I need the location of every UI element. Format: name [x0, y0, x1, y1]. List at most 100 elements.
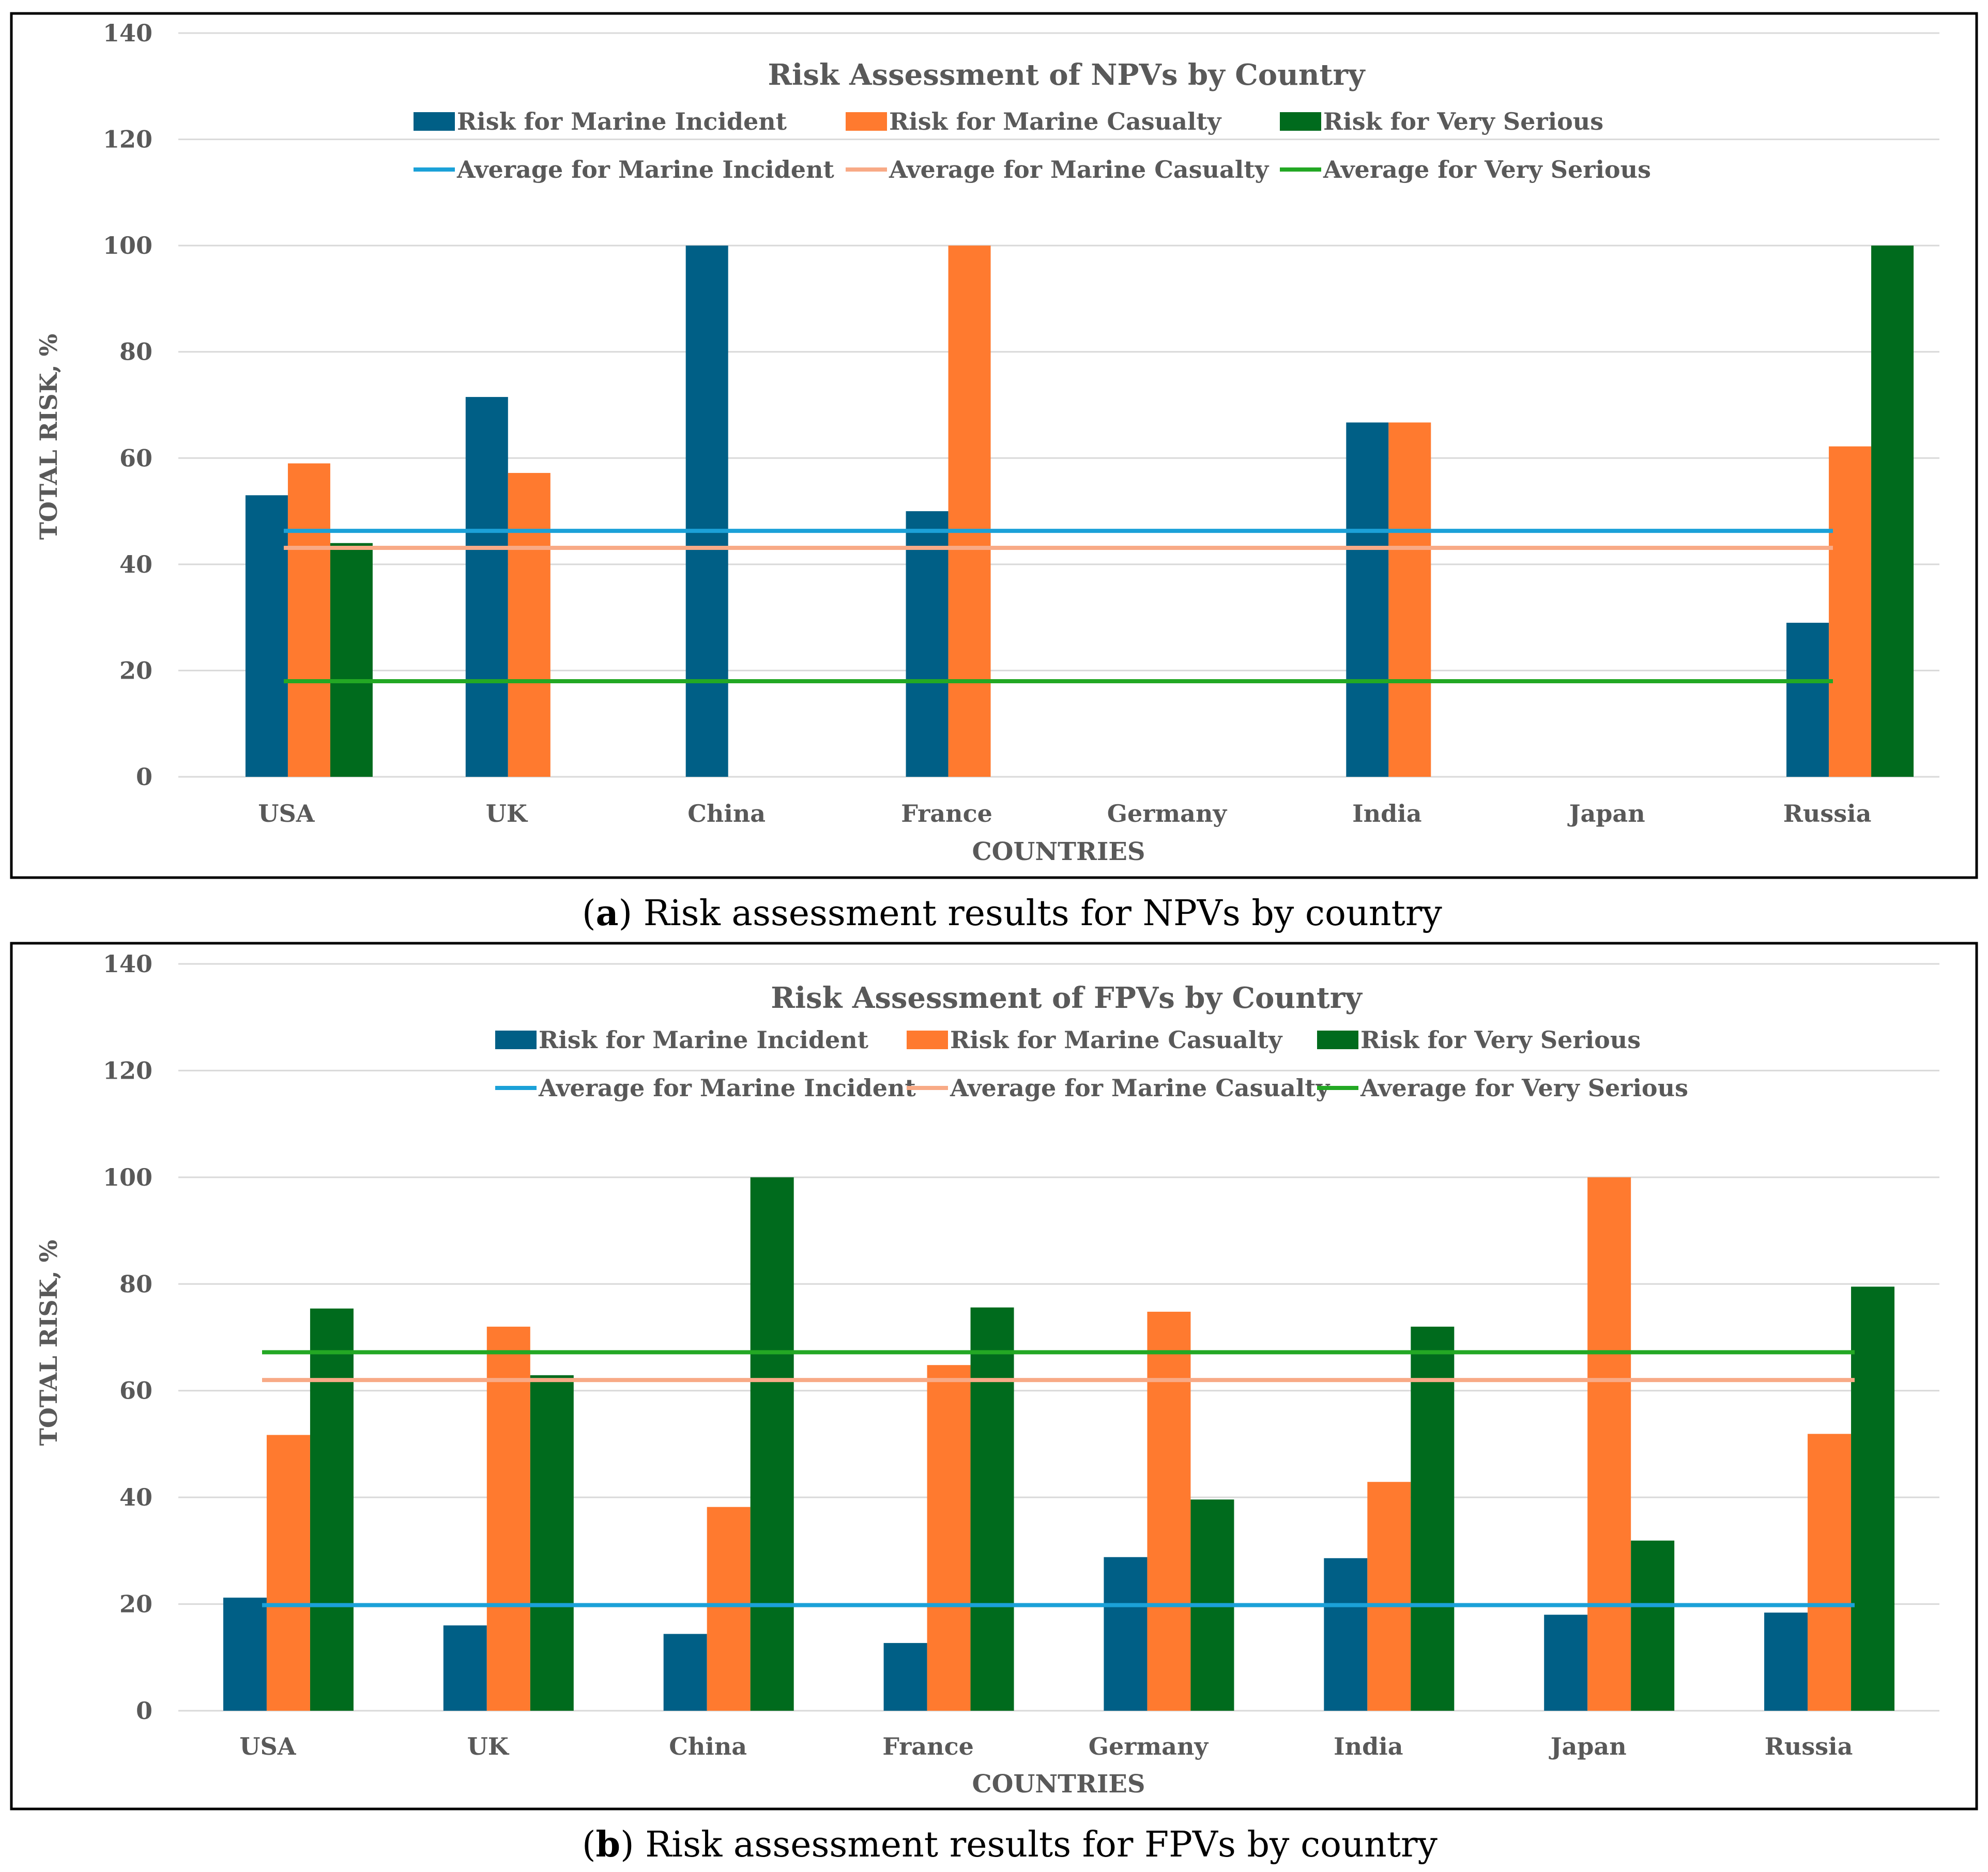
- legend-label: Risk for Marine Casualty: [889, 108, 1222, 135]
- bar-casualty: [1367, 1482, 1411, 1711]
- x-tick-label: China: [687, 800, 766, 827]
- bar-incident: [1104, 1557, 1148, 1711]
- bar-casualty: [1147, 1311, 1191, 1711]
- bar-very-serious: [750, 1177, 794, 1711]
- legend-label: Risk for Marine Incident: [539, 1026, 869, 1054]
- x-tick-label: India: [1334, 1732, 1403, 1760]
- legend-label: Risk for Marine Incident: [457, 108, 787, 135]
- x-tick-label: USA: [239, 1732, 296, 1760]
- x-axis-label: COUNTRIES: [972, 1770, 1145, 1799]
- bar-casualty: [266, 1435, 310, 1711]
- y-tick-label: 120: [103, 1056, 152, 1084]
- bar-incident: [1764, 1613, 1808, 1711]
- bar-very-serious: [310, 1308, 354, 1711]
- x-tick-label: France: [882, 1732, 974, 1760]
- figure-caption: (a) Risk assessment results for NPVs by …: [582, 893, 1442, 934]
- bar-casualty: [1829, 446, 1872, 777]
- x-tick-label: Russia: [1783, 800, 1872, 827]
- bar-very-serious: [1631, 1540, 1675, 1711]
- bar-incident: [663, 1634, 707, 1711]
- bar-incident: [1786, 622, 1829, 777]
- y-tick-label: 60: [119, 1377, 152, 1405]
- bar-casualty: [948, 245, 991, 777]
- bar-incident: [443, 1625, 487, 1711]
- chart-npv: 0 20 40 60 80 100 120 140 Risk Assessment of NPV…: [10, 12, 1978, 879]
- legend-label: Average for Very Serious: [1360, 1074, 1688, 1102]
- chart-fpv: 0 20 40 60 80 100 120 140 Risk Assessment of FPV…: [10, 942, 1978, 1810]
- x-axis-label: COUNTRIES: [972, 837, 1145, 866]
- y-tick-label: 80: [119, 1270, 152, 1298]
- legend-swatch: [414, 112, 455, 131]
- bar-casualty: [1808, 1434, 1852, 1711]
- legend-label: Average for Marine Incident: [538, 1074, 916, 1102]
- x-tick-label: UK: [467, 1732, 510, 1760]
- caption-paren: (: [582, 893, 596, 934]
- bar-incident: [1544, 1615, 1588, 1711]
- y-tick-label: 140: [103, 950, 152, 978]
- chart-title: Risk Assessment of NPVs by Country: [768, 58, 1366, 92]
- legend-label: Average for Marine Casualty: [889, 156, 1269, 183]
- legend-label: Risk for Very Serious: [1323, 108, 1603, 135]
- figure-caption: (b) Risk assessment results for FPVs by …: [582, 1824, 1438, 1865]
- bar-casualty: [1388, 422, 1431, 777]
- y-tick-label: 20: [119, 656, 152, 684]
- x-tick-label: Japan: [1567, 800, 1645, 827]
- y-axis-label: TOTAL RISK, %: [35, 334, 63, 540]
- bar-casualty: [1587, 1177, 1631, 1711]
- legend-swatch: [907, 1031, 948, 1049]
- y-tick-label: 80: [119, 338, 152, 366]
- bar-casualty: [707, 1507, 751, 1711]
- y-tick-label: 20: [119, 1590, 152, 1618]
- caption-text: ) Risk assessment results for NPVs by co…: [619, 893, 1443, 934]
- x-tick-label: China: [669, 1732, 747, 1760]
- y-tick-label: 40: [119, 550, 152, 578]
- y-tick-label: 100: [103, 232, 152, 259]
- y-tick-label: 100: [103, 1163, 152, 1191]
- caption-label: a: [596, 893, 619, 934]
- bar-casualty: [287, 463, 330, 777]
- y-tick-label: 120: [103, 126, 152, 154]
- x-tick-label: Germany: [1089, 1732, 1209, 1760]
- bar-very-serious: [530, 1375, 574, 1711]
- legend-label: Average for Very Serious: [1323, 156, 1651, 183]
- caption-paren: (: [582, 1824, 596, 1865]
- legend-label: Risk for Marine Casualty: [950, 1026, 1283, 1054]
- x-tick-label: India: [1352, 800, 1421, 827]
- y-tick-label: 0: [136, 1697, 152, 1725]
- caption-label: b: [596, 1824, 621, 1865]
- y-tick-label: 40: [119, 1483, 152, 1511]
- chart-frame: [10, 12, 1978, 879]
- bar-very-serious: [970, 1307, 1014, 1711]
- x-tick-label: Japan: [1549, 1732, 1627, 1760]
- y-tick-label: 140: [103, 19, 152, 47]
- bar-incident: [1346, 422, 1389, 777]
- bar-incident: [883, 1643, 927, 1711]
- legend-swatch: [846, 112, 887, 131]
- x-tick-label: Russia: [1765, 1732, 1853, 1760]
- x-tick-label: Germany: [1107, 800, 1228, 827]
- legend-swatch: [1317, 1031, 1358, 1049]
- bar-very-serious: [330, 543, 373, 777]
- bar-incident: [1324, 1558, 1368, 1711]
- legend-label: Average for Marine Incident: [456, 156, 835, 183]
- x-tick-label: France: [901, 800, 992, 827]
- bar-very-serious: [1851, 1286, 1895, 1711]
- bar-casualty: [486, 1326, 530, 1711]
- legend-swatch: [1280, 112, 1321, 131]
- y-axis-label: TOTAL RISK, %: [35, 1240, 63, 1446]
- bar-incident: [223, 1598, 267, 1711]
- x-tick-label: UK: [486, 800, 528, 827]
- x-tick-label: USA: [258, 800, 315, 827]
- legend-label: Risk for Very Serious: [1360, 1026, 1641, 1054]
- legend-label: Average for Marine Casualty: [950, 1074, 1330, 1102]
- bar-incident: [906, 511, 949, 777]
- chart-frame: [10, 942, 1978, 1810]
- y-tick-label: 60: [119, 444, 152, 472]
- caption-text: ) Risk assessment results for FPVs by co…: [620, 1824, 1438, 1865]
- bar-incident: [245, 495, 288, 777]
- bar-casualty: [508, 473, 550, 777]
- bar-casualty: [927, 1365, 971, 1711]
- bar-very-serious: [1871, 245, 1914, 777]
- bar-very-serious: [1411, 1326, 1455, 1711]
